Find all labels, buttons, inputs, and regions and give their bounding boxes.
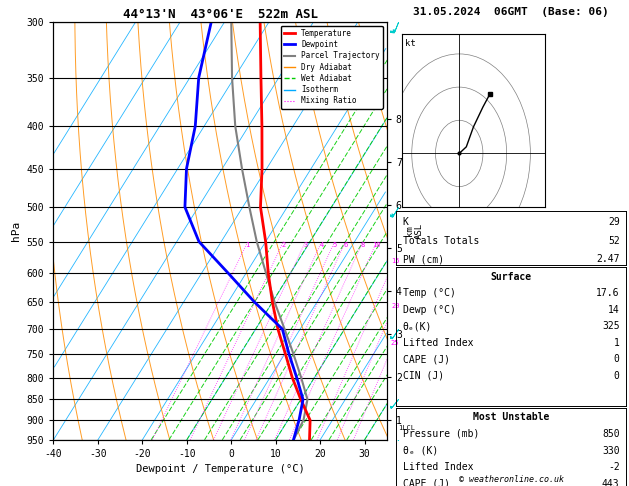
- Text: 325: 325: [602, 321, 620, 331]
- Text: K: K: [403, 218, 408, 227]
- Legend: Temperature, Dewpoint, Parcel Trajectory, Dry Adiabat, Wet Adiabat, Isotherm, Mi: Temperature, Dewpoint, Parcel Trajectory…: [281, 26, 383, 108]
- Text: 0: 0: [614, 371, 620, 381]
- Y-axis label: km
ASL: km ASL: [404, 223, 424, 239]
- Text: kt: kt: [405, 39, 416, 48]
- Text: 14: 14: [608, 305, 620, 314]
- Text: 4: 4: [320, 242, 324, 248]
- Text: 2.47: 2.47: [596, 255, 620, 264]
- Text: 1: 1: [245, 242, 250, 248]
- Text: PW (cm): PW (cm): [403, 255, 443, 264]
- Text: 0: 0: [614, 354, 620, 364]
- Text: 29: 29: [608, 218, 620, 227]
- Text: θₑ(K): θₑ(K): [403, 321, 432, 331]
- Text: -2: -2: [608, 462, 620, 472]
- Text: 8: 8: [360, 242, 365, 248]
- X-axis label: Dewpoint / Temperature (°C): Dewpoint / Temperature (°C): [136, 465, 304, 474]
- Text: 17.6: 17.6: [596, 288, 620, 298]
- Text: 25: 25: [391, 340, 399, 347]
- Text: CAPE (J): CAPE (J): [403, 354, 450, 364]
- Text: 10: 10: [372, 242, 381, 248]
- Text: 2: 2: [281, 242, 286, 248]
- Text: Lifted Index: Lifted Index: [403, 462, 473, 472]
- Text: 1LCL: 1LCL: [398, 425, 415, 431]
- Text: 443: 443: [602, 479, 620, 486]
- Text: © weatheronline.co.uk: © weatheronline.co.uk: [459, 474, 564, 484]
- Text: 6: 6: [343, 242, 347, 248]
- Text: 15: 15: [391, 258, 399, 264]
- Text: θₑ (K): θₑ (K): [403, 446, 438, 455]
- Text: 5: 5: [333, 242, 337, 248]
- Text: 52: 52: [608, 236, 620, 246]
- Text: Most Unstable: Most Unstable: [473, 413, 549, 422]
- Text: Totals Totals: Totals Totals: [403, 236, 479, 246]
- Title: 44°13'N  43°06'E  522m ASL: 44°13'N 43°06'E 522m ASL: [123, 8, 318, 21]
- Text: 20: 20: [391, 303, 399, 309]
- Text: 3: 3: [303, 242, 308, 248]
- Text: Pressure (mb): Pressure (mb): [403, 429, 479, 439]
- Text: CIN (J): CIN (J): [403, 371, 443, 381]
- Text: 330: 330: [602, 446, 620, 455]
- Text: Lifted Index: Lifted Index: [403, 338, 473, 347]
- Text: CAPE (J): CAPE (J): [403, 479, 450, 486]
- Text: Dewp (°C): Dewp (°C): [403, 305, 455, 314]
- Y-axis label: hPa: hPa: [11, 221, 21, 241]
- Text: 1: 1: [614, 338, 620, 347]
- Text: Surface: Surface: [491, 272, 532, 281]
- Text: 850: 850: [602, 429, 620, 439]
- Text: 31.05.2024  06GMT  (Base: 06): 31.05.2024 06GMT (Base: 06): [413, 7, 609, 17]
- Text: Temp (°C): Temp (°C): [403, 288, 455, 298]
